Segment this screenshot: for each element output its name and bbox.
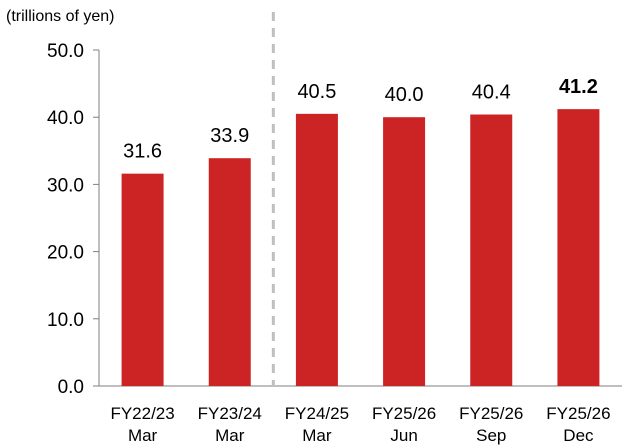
y-tick-label: 40.0 bbox=[47, 108, 84, 129]
data-label: 40.0 bbox=[385, 84, 424, 106]
x-tick-label: Dec bbox=[563, 426, 594, 445]
data-label: 41.2 bbox=[559, 76, 598, 98]
x-tick-label: Jun bbox=[390, 426, 417, 445]
y-tick-label: 50.0 bbox=[47, 41, 84, 62]
x-tick-label: FY22/23 bbox=[110, 404, 174, 423]
unit-label: (trillions of yen) bbox=[6, 8, 115, 25]
data-label: 40.4 bbox=[472, 82, 511, 104]
data-label: 33.9 bbox=[210, 125, 249, 147]
x-tick-label: Sep bbox=[476, 426, 506, 445]
x-tick-label: Mar bbox=[128, 426, 158, 445]
x-tick-label: Mar bbox=[302, 426, 332, 445]
x-tick-label: FY23/24 bbox=[198, 404, 262, 423]
y-tick-label: 0.0 bbox=[58, 377, 84, 398]
x-tick-label: FY25/26 bbox=[459, 404, 523, 423]
bar bbox=[208, 158, 251, 386]
bar bbox=[121, 173, 164, 386]
x-tick-label: Mar bbox=[215, 426, 245, 445]
y-tick-label: 20.0 bbox=[47, 243, 84, 264]
x-tick-label: FY24/25 bbox=[285, 404, 349, 423]
bar bbox=[470, 114, 513, 387]
y-tick-label: 10.0 bbox=[47, 310, 84, 331]
data-label: 31.6 bbox=[123, 141, 162, 163]
y-tick-label: 30.0 bbox=[47, 175, 84, 196]
bar bbox=[383, 117, 426, 386]
bar bbox=[557, 109, 600, 387]
bar bbox=[295, 113, 338, 386]
x-tick-label: FY25/26 bbox=[546, 404, 610, 423]
x-tick-label: FY25/26 bbox=[372, 404, 436, 423]
data-label: 40.5 bbox=[297, 81, 336, 103]
